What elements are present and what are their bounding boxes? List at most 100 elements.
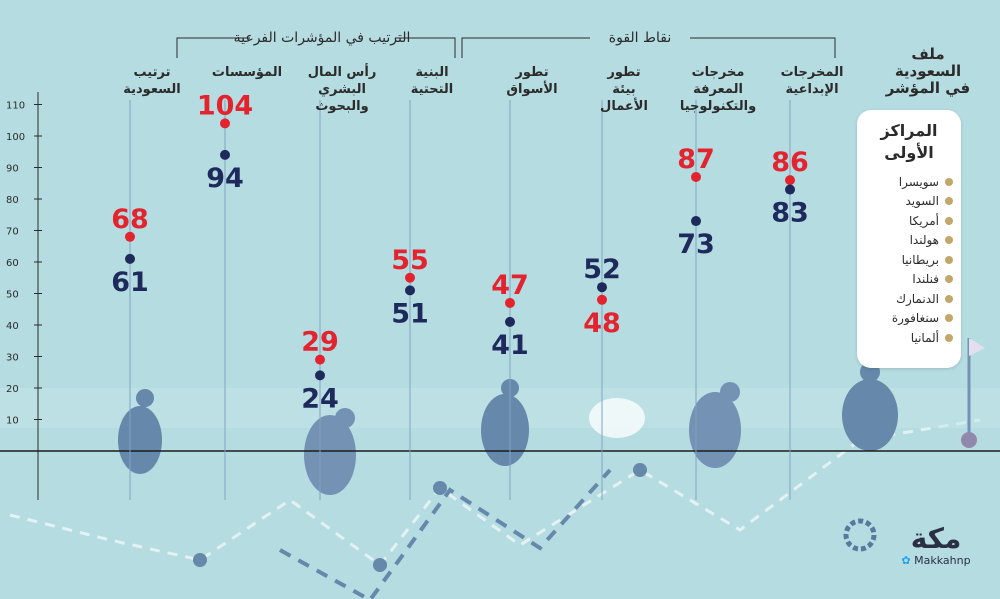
legend-item-label: السويد [905, 194, 939, 209]
y-tick-label: 90 [6, 164, 19, 175]
red-point [597, 294, 607, 305]
profile-title-line: السعودية [894, 62, 962, 80]
category-label: التحتية [411, 82, 454, 97]
navy-value-label: 51 [391, 298, 429, 329]
navy-point [125, 253, 135, 264]
finish-flag [969, 338, 985, 356]
category-label: الإبداعية [785, 82, 838, 97]
category-label: السعودية [123, 82, 181, 97]
category-label: الأعمال [600, 97, 648, 114]
header-bracket-strengths [461, 37, 836, 58]
y-tick-label: 70 [6, 227, 19, 238]
logo: مكة ✿ Makkahnp [880, 522, 992, 568]
legend-item-label: سويسرا [898, 174, 939, 189]
red-point [125, 231, 135, 242]
navy-value-label: 24 [301, 383, 339, 414]
runner-figure [842, 362, 898, 451]
bullet-icon [945, 236, 953, 245]
category-label: بيئة [612, 82, 635, 97]
navy-value-label: 83 [771, 198, 809, 229]
legend-title-line: المراكز [880, 121, 938, 140]
navy-point [785, 184, 795, 195]
runner-figure [304, 408, 356, 495]
logo-handle: ✿ Makkahnp [880, 554, 992, 567]
red-value-label: 68 [111, 204, 149, 235]
legend-item-label: هولندا [909, 233, 939, 248]
red-value-label: 55 [391, 245, 429, 276]
navy-point [505, 316, 515, 327]
profile-title-line: في المؤشر [885, 79, 971, 97]
background-decoration [0, 338, 1000, 599]
data-points: 68 61 104 94 29 24 55 51 47 41 48 52 87 73 86 83 [111, 90, 809, 414]
navy-point [220, 149, 230, 160]
bullet-icon [945, 197, 953, 206]
twitter-bird-icon: ✿ [901, 554, 911, 567]
bullet-icon [945, 275, 953, 284]
category-label: الأسواق [506, 80, 557, 97]
legend: المراكز الأولى سويسرا السويد أمريكا هولن… [857, 110, 961, 368]
legend-item: سنغافورة [863, 309, 953, 329]
legend-item: فنلندا [863, 270, 953, 290]
legend-item-label: سنغافورة [891, 311, 939, 326]
category-label: تطور [514, 65, 548, 80]
vertical-gridlines [129, 100, 791, 500]
path-node [373, 558, 387, 572]
y-tick-label: 10 [6, 416, 19, 427]
navy-value-label: 73 [677, 229, 715, 260]
legend-item: بريطانيا [863, 250, 953, 270]
path-node [633, 463, 647, 477]
category-labels: ترتيب السعودية المؤسسات رأس المال البشري والب… [123, 63, 843, 114]
header-subindices: الترتيب في المؤشرات الفرعية [234, 30, 411, 46]
red-value-label: 48 [583, 308, 621, 339]
legend-item: أمريكا [863, 211, 953, 231]
category-label: المعرفة [693, 82, 743, 97]
path-node [433, 481, 447, 495]
navy-value-label: 61 [111, 267, 149, 298]
category-label: البشري [318, 82, 366, 97]
y-tick-label: 20 [6, 384, 19, 395]
y-tick-label: 60 [6, 258, 19, 269]
logo-wordmark: مكة [910, 522, 962, 555]
legend-item-label: فنلندا [912, 272, 939, 287]
navy-value-label: 41 [491, 330, 529, 361]
category-label: والبحوث [315, 99, 368, 114]
red-point [315, 354, 325, 365]
y-tick-label: 30 [6, 353, 19, 364]
category-label: ترتيب [134, 65, 171, 80]
legend-item: ألمانيا [863, 328, 953, 348]
y-tick-label: 110 [6, 101, 25, 112]
legend-title-line: الأولى [884, 143, 934, 162]
bullet-icon [945, 216, 953, 225]
path-node [193, 553, 207, 567]
red-point [220, 118, 230, 129]
navy-value-label: 52 [583, 254, 621, 285]
navy-point [597, 282, 607, 293]
legend-list: سويسرا السويد أمريكا هولندا بريطانيا فنل… [857, 172, 961, 348]
red-point [405, 272, 415, 283]
red-value-label: 29 [301, 327, 339, 358]
red-value-label: 87 [677, 144, 715, 175]
category-label: تطور [606, 65, 640, 80]
runner-figure [118, 389, 162, 474]
category-label: مخرجات [692, 65, 745, 80]
bullet-icon [945, 314, 953, 323]
y-tick-label: 40 [6, 321, 19, 332]
y-tick-label: 100 [6, 132, 25, 143]
red-point [505, 297, 515, 308]
bullet-icon [945, 255, 953, 264]
legend-item-label: ألمانيا [910, 330, 939, 345]
speech-bubble-icon [589, 398, 645, 438]
category-label: والتكنولوجيا [680, 99, 756, 114]
profile-title: ملف السعودية في المؤشر [872, 46, 984, 97]
red-value-label: 47 [491, 270, 529, 301]
y-tick-label: 80 [6, 195, 19, 206]
navy-point [315, 370, 325, 381]
legend-item: السويد [863, 192, 953, 212]
legend-item: سويسرا [863, 172, 953, 192]
legend-item-label: الدنمارك [896, 291, 939, 306]
dashed-path-decoration-2 [279, 468, 612, 599]
navy-point [691, 216, 701, 227]
red-point [785, 175, 795, 186]
